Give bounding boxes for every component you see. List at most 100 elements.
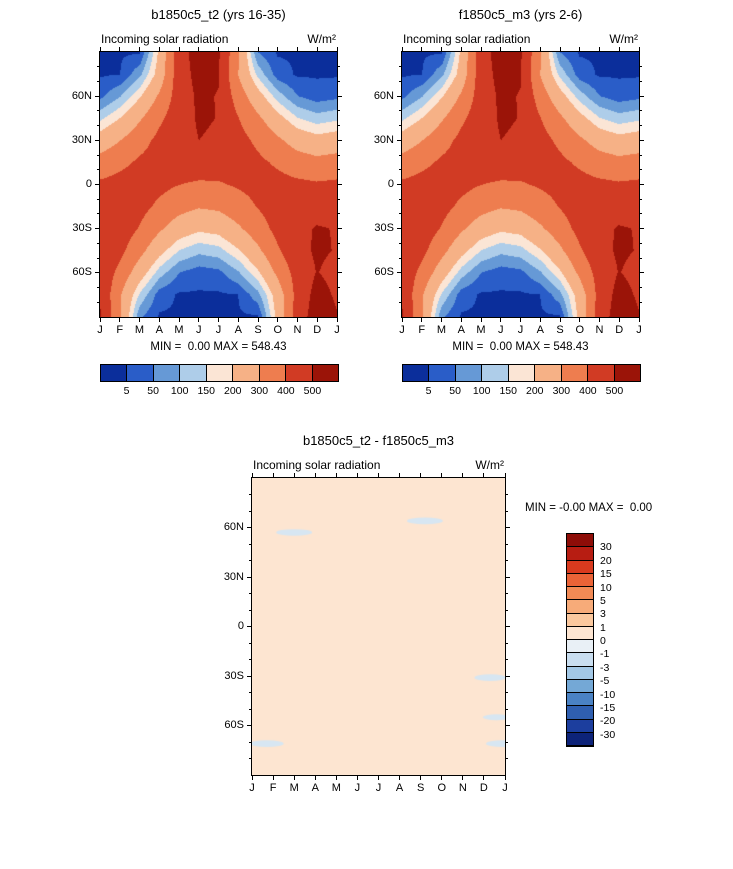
y-tick: [505, 626, 510, 627]
axes: J F M A M J J A S O N D J 60N 30N 0 30S 60S: [224, 473, 510, 794]
y-minor-tick: [639, 301, 642, 303]
x-tick: [480, 47, 482, 52]
y-minor-tick: [639, 169, 642, 171]
y-minor-tick: [639, 66, 642, 68]
y-minor-tick: [639, 154, 642, 156]
x-tick: [483, 775, 485, 780]
x-tick: [316, 47, 318, 52]
y-minor-tick: [639, 287, 642, 289]
y-tick: [639, 228, 644, 230]
x-tick-label: J: [517, 324, 524, 336]
x-tick: [504, 473, 506, 478]
colorbar-tick-label: -5: [600, 675, 610, 688]
colorbar-labels: 5 50 100 150 200 300 400 500: [402, 385, 639, 398]
y-minor-tick: [399, 169, 402, 171]
y-tick: [505, 576, 510, 578]
y-tick: [639, 272, 644, 274]
x-tick-label: N: [458, 782, 467, 794]
x-tick-label: A: [155, 324, 163, 336]
colorbar-tick-label: 150: [499, 385, 517, 397]
y-minor-tick: [97, 110, 100, 112]
colorbar-tick-label: 500: [605, 385, 624, 397]
y-tick-label: 0: [237, 620, 244, 632]
colorbar-cell: [567, 693, 593, 707]
y-tick-label: 60S: [224, 719, 244, 731]
colorbar-tick-label: -15: [600, 701, 616, 714]
colorbar-cell: [567, 653, 593, 667]
colorbar-cell: [259, 365, 287, 381]
colorbar-labels: 5 50 100 150 200 300 400 500: [100, 385, 337, 398]
colorbar-cell: [567, 640, 593, 654]
colorbar-tick-label: 500: [303, 385, 322, 397]
x-tick-label: S: [556, 324, 564, 336]
axes: J F M A M J J A S O N D J 60N 30N 0 30S 60S: [72, 47, 342, 336]
x-tick-label: A: [234, 324, 242, 336]
panel-title: b1850c5_t2 (yrs 16-35): [151, 7, 286, 22]
x-tick: [257, 47, 259, 52]
x-tick: [599, 317, 600, 322]
x-tick: [198, 317, 200, 322]
y-tick: [639, 139, 644, 141]
y-minor-tick: [639, 198, 642, 200]
x-tick: [378, 473, 379, 478]
contour-field-canvas: [402, 52, 639, 317]
y-minor-tick: [337, 301, 340, 303]
x-tick: [460, 47, 462, 52]
x-tick: [218, 47, 219, 52]
x-tick: [119, 47, 121, 52]
y-minor-tick: [97, 257, 100, 259]
colorbar-tick-label: 30: [600, 541, 612, 554]
x-tick: [504, 775, 506, 780]
colorbar-tick-label: -3: [600, 661, 610, 674]
y-tick: [337, 139, 342, 141]
x-tick: [139, 317, 140, 322]
y-tick-label: 30S: [374, 222, 394, 235]
y-minor-tick: [337, 110, 340, 112]
colorbar: [100, 364, 339, 382]
y-minor-tick: [97, 242, 100, 244]
y-tick: [505, 725, 510, 726]
y-tick-label: 30N: [373, 133, 394, 146]
y-tick: [505, 527, 510, 528]
y-tick-label: 30N: [71, 133, 92, 146]
colorbar-tick-label: 400: [579, 385, 597, 397]
y-tick: [247, 725, 252, 726]
x-tick: [237, 47, 239, 52]
colorbar-tick-label: 150: [197, 385, 215, 397]
y-minor-tick: [399, 287, 402, 289]
x-tick-label: M: [174, 324, 184, 336]
x-tick-label: A: [457, 324, 465, 336]
x-tick: [158, 317, 160, 322]
x-tick: [378, 775, 379, 780]
y-tick: [95, 228, 100, 230]
colorbar-cell: [567, 732, 593, 746]
x-tick-label: J: [502, 782, 508, 794]
y-minor-tick: [249, 741, 252, 743]
colorbar-cell: [286, 365, 313, 381]
x-tick-label: M: [476, 324, 486, 336]
x-tick-label: D: [479, 782, 488, 794]
y-minor-tick: [337, 198, 340, 200]
colorbar-cell: [153, 365, 181, 381]
y-minor-tick: [505, 494, 508, 495]
y-tick-label: 60N: [373, 89, 394, 102]
x-tick-label: S: [416, 782, 425, 794]
y-minor-tick: [249, 692, 252, 693]
colorbar-tick-label: 200: [224, 385, 242, 397]
x-tick: [272, 775, 274, 780]
y-tick: [397, 139, 402, 141]
units-label: W/m²: [475, 458, 504, 472]
x-tick-label: J: [636, 324, 642, 336]
y-minor-tick: [337, 125, 340, 127]
y-tick: [95, 95, 100, 97]
field-label: Incoming solar radiation: [403, 32, 531, 46]
y-minor-tick: [505, 543, 508, 545]
x-tick: [399, 473, 401, 478]
contour-field-canvas: [100, 52, 337, 317]
y-tick: [397, 95, 402, 97]
colorbar-tick-label: 5: [123, 385, 130, 397]
y-tick-label: 60S: [374, 266, 394, 279]
x-tick: [599, 47, 600, 52]
colorbar-cell: [508, 365, 536, 381]
y-tick-label: 0: [85, 178, 92, 190]
